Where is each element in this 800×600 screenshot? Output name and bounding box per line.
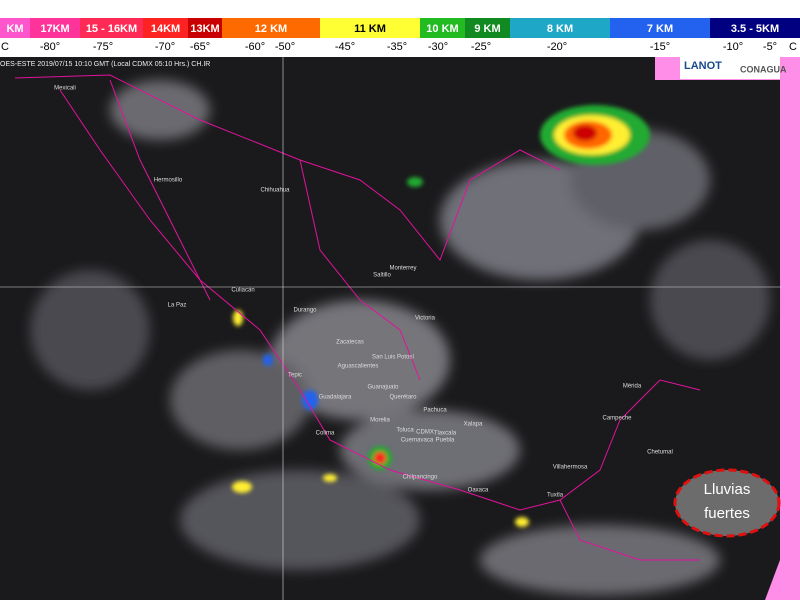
city-label: Mexicali — [54, 86, 76, 92]
scale-label: KM — [6, 23, 23, 35]
scale-band — [420, 18, 465, 38]
logo: LANOT — [684, 60, 722, 72]
city-label: Culiacán — [231, 288, 254, 294]
cloud-cover — [30, 80, 770, 595]
callout-ellipse — [673, 468, 781, 538]
scale-label: 7 KM — [647, 23, 673, 35]
scale-label: 13KM — [190, 23, 219, 35]
city-label: Chilpancingo — [403, 475, 438, 481]
temp-label: -20° — [547, 41, 567, 53]
city-label: Campeche — [602, 416, 632, 422]
scale-label: 17KM — [40, 23, 69, 35]
scale-band — [188, 18, 222, 38]
city-label: Tuxtla — [547, 493, 564, 499]
city-label: Toluca — [396, 428, 414, 434]
temp-label: -80° — [40, 41, 60, 53]
city-label: Villahermosa — [553, 465, 588, 471]
scale-band — [320, 18, 420, 38]
city-label: Tlaxcala — [434, 431, 457, 437]
city-label: San Luis Potosí — [372, 355, 414, 361]
temp-label: -70° — [155, 41, 175, 53]
city-label: Zacatecas — [336, 340, 364, 346]
temp-label: -65° — [190, 41, 210, 53]
city-label: Xalapa — [464, 422, 483, 428]
city-label: La Paz — [168, 303, 187, 309]
scale-label: 9 KM — [474, 23, 500, 35]
scale-label: 12 KM — [255, 23, 287, 35]
scale-band — [0, 18, 30, 38]
temp-label: C — [1, 41, 9, 53]
storm-cells — [232, 105, 650, 527]
temp-label: -60° — [245, 41, 265, 53]
scale-band — [222, 18, 320, 38]
city-label: Chetumal — [647, 450, 673, 456]
temp-label: -5° — [763, 41, 777, 53]
logo-box — [680, 57, 780, 79]
temp-label: -35° — [387, 41, 407, 53]
city-label: Durango — [293, 308, 317, 314]
scale-label: 10 KM — [426, 23, 458, 35]
scale-label: 15 - 16KM — [86, 23, 137, 35]
city-label: Mérida — [623, 384, 642, 390]
scale-label: 11 KM — [354, 23, 386, 35]
scale-band — [30, 18, 80, 38]
scale-band — [465, 18, 510, 38]
temp-label: -25° — [471, 41, 491, 53]
city-label: Querétaro — [389, 395, 417, 401]
temp-label: -75° — [93, 41, 113, 53]
temp-label: -30° — [428, 41, 448, 53]
temp-label: -50° — [275, 41, 295, 53]
city-label: Oaxaca — [468, 488, 489, 494]
city-label: Morelia — [370, 418, 390, 424]
borders — [14, 74, 701, 561]
city-label: Tepic — [288, 373, 302, 379]
city-label: Colima — [316, 431, 335, 437]
city-label: Monterrey — [389, 266, 416, 272]
scale-band — [510, 18, 610, 38]
logo: CONAGUA — [740, 64, 787, 74]
scale-band — [143, 18, 188, 38]
city-label: Puebla — [436, 438, 455, 444]
image-caption: OES-ESTE 2019/07/15 10:10 GMT (Local CDM… — [0, 61, 210, 68]
city-label: Hermosillo — [154, 178, 183, 184]
image-edge — [655, 57, 800, 600]
scale-band — [710, 18, 800, 38]
temp-label: -15° — [650, 41, 670, 53]
city-label: Guanajuato — [367, 385, 399, 391]
city-label: Saltillo — [373, 273, 391, 279]
city-label: Pachuca — [423, 408, 447, 414]
scale-band — [80, 18, 143, 38]
city-label: Victoria — [415, 316, 436, 322]
scale-label: 3.5 - 5KM — [731, 23, 779, 35]
temp-label: -45° — [335, 41, 355, 53]
callout-text: fuertes — [704, 505, 750, 522]
callout-text: Lluvias — [704, 481, 751, 498]
city-label: Aguascalientes — [338, 364, 379, 370]
city-label: Cuernavaca — [401, 438, 434, 444]
scale-label: 8 KM — [547, 23, 573, 35]
scale-label: 14KM — [151, 23, 180, 35]
temp-label: -10° — [723, 41, 743, 53]
city-label: CDMX — [416, 430, 434, 436]
temp-label: C — [789, 41, 797, 53]
city-label: Chihuahua — [260, 188, 290, 194]
scale-band — [610, 18, 710, 38]
city-label: Guadalajara — [319, 395, 352, 401]
